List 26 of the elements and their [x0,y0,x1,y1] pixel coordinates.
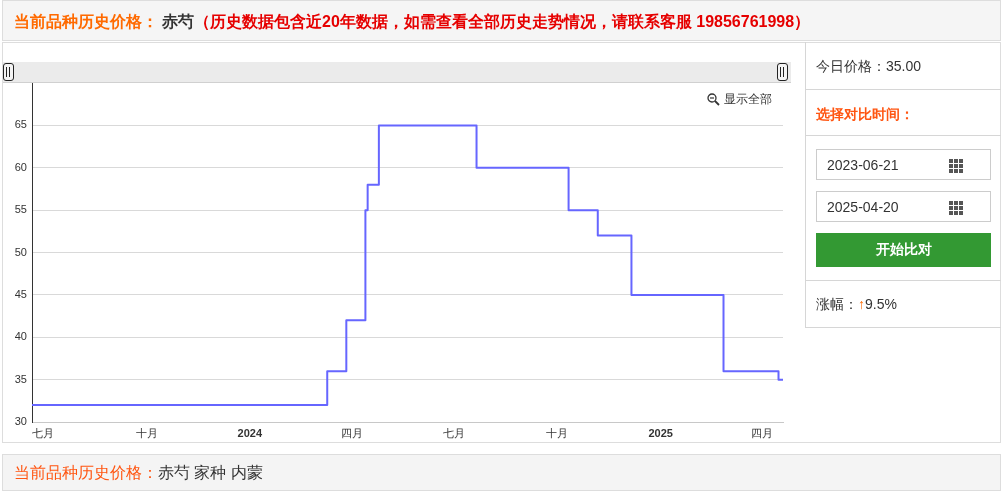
x-tick-label: 四月 [750,426,773,439]
y-tick-label: 55 [14,203,27,216]
x-tick-label: 四月 [340,426,363,439]
x-tick-label: 七月 [443,426,466,439]
chart-title: 当前品种历史价格：赤芍 [14,13,194,30]
y-tick-label: 35 [14,372,27,385]
y-tick-label: 65 [14,118,27,131]
y-tick-label: 40 [14,330,27,343]
y-tick-label: 60 [14,160,27,173]
chart-subtitle: （历史数据包含近20年数据，如需查看全部历史走势情况，请联系客服 19856761998） [194,13,811,30]
x-tick-label: 2024 [237,426,263,439]
x-tick-label: 2025 [648,426,673,439]
date-field: 2023-06-21 [816,149,991,180]
y-tick-label: 50 [14,245,27,258]
text: 选择对比时间： [816,106,914,122]
y-tick-label: 45 [14,287,27,300]
y-tick-label: 30 [14,415,27,428]
x-tick-label: 十月 [135,426,158,439]
annotation: 显示全部 [724,92,772,106]
text: 今日价格：35.00 [816,58,922,74]
compare-button: 开始比对 [816,233,991,267]
x-tick-label: 十月 [546,426,569,439]
text: 涨幅：↑9.5% [816,296,897,312]
text: 当前品种历史价格：赤芍 家种 内蒙 [14,464,263,481]
date-field: 2025-04-20 [816,191,991,222]
x-tick-label: 七月 [32,426,55,439]
